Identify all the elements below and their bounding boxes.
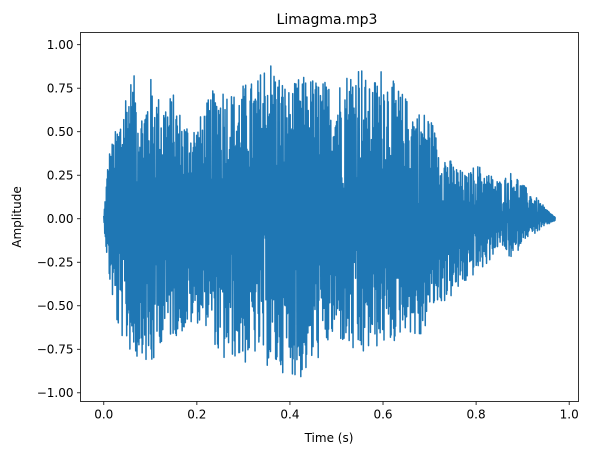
y-tick-label: −0.25 — [37, 256, 74, 270]
y-axis-label: Amplitude — [10, 186, 24, 248]
waveform-line — [103, 65, 556, 378]
x-tick-label: 1.0 — [560, 408, 579, 422]
chart-title: Limagma.mp3 — [277, 12, 378, 28]
y-tick-label: −0.75 — [37, 343, 74, 357]
y-axis: −1.00 −0.75 −0.50 −0.25 0.00 0.25 0.50 0.75 1.00 — [37, 38, 81, 400]
x-axis: 0.0 0.2 0.4 0.6 0.8 1.0 — [94, 401, 579, 422]
x-axis-label: Time (s) — [304, 431, 354, 445]
y-tick-label: −1.00 — [37, 386, 74, 400]
y-tick-label: −0.50 — [37, 299, 74, 313]
y-tick-label: 0.00 — [47, 212, 74, 226]
x-tick-label: 0.0 — [94, 408, 113, 422]
y-tick-label: 1.00 — [47, 38, 74, 52]
plot-frame — [80, 32, 579, 402]
x-tick-label: 0.6 — [373, 408, 392, 422]
y-tick-label: 0.25 — [47, 169, 74, 183]
x-tick-label: 0.4 — [280, 408, 299, 422]
x-tick-label: 0.8 — [467, 408, 486, 422]
y-tick-label: 0.50 — [47, 125, 74, 139]
x-tick-label: 0.2 — [187, 408, 206, 422]
y-tick-label: 0.75 — [47, 81, 74, 95]
